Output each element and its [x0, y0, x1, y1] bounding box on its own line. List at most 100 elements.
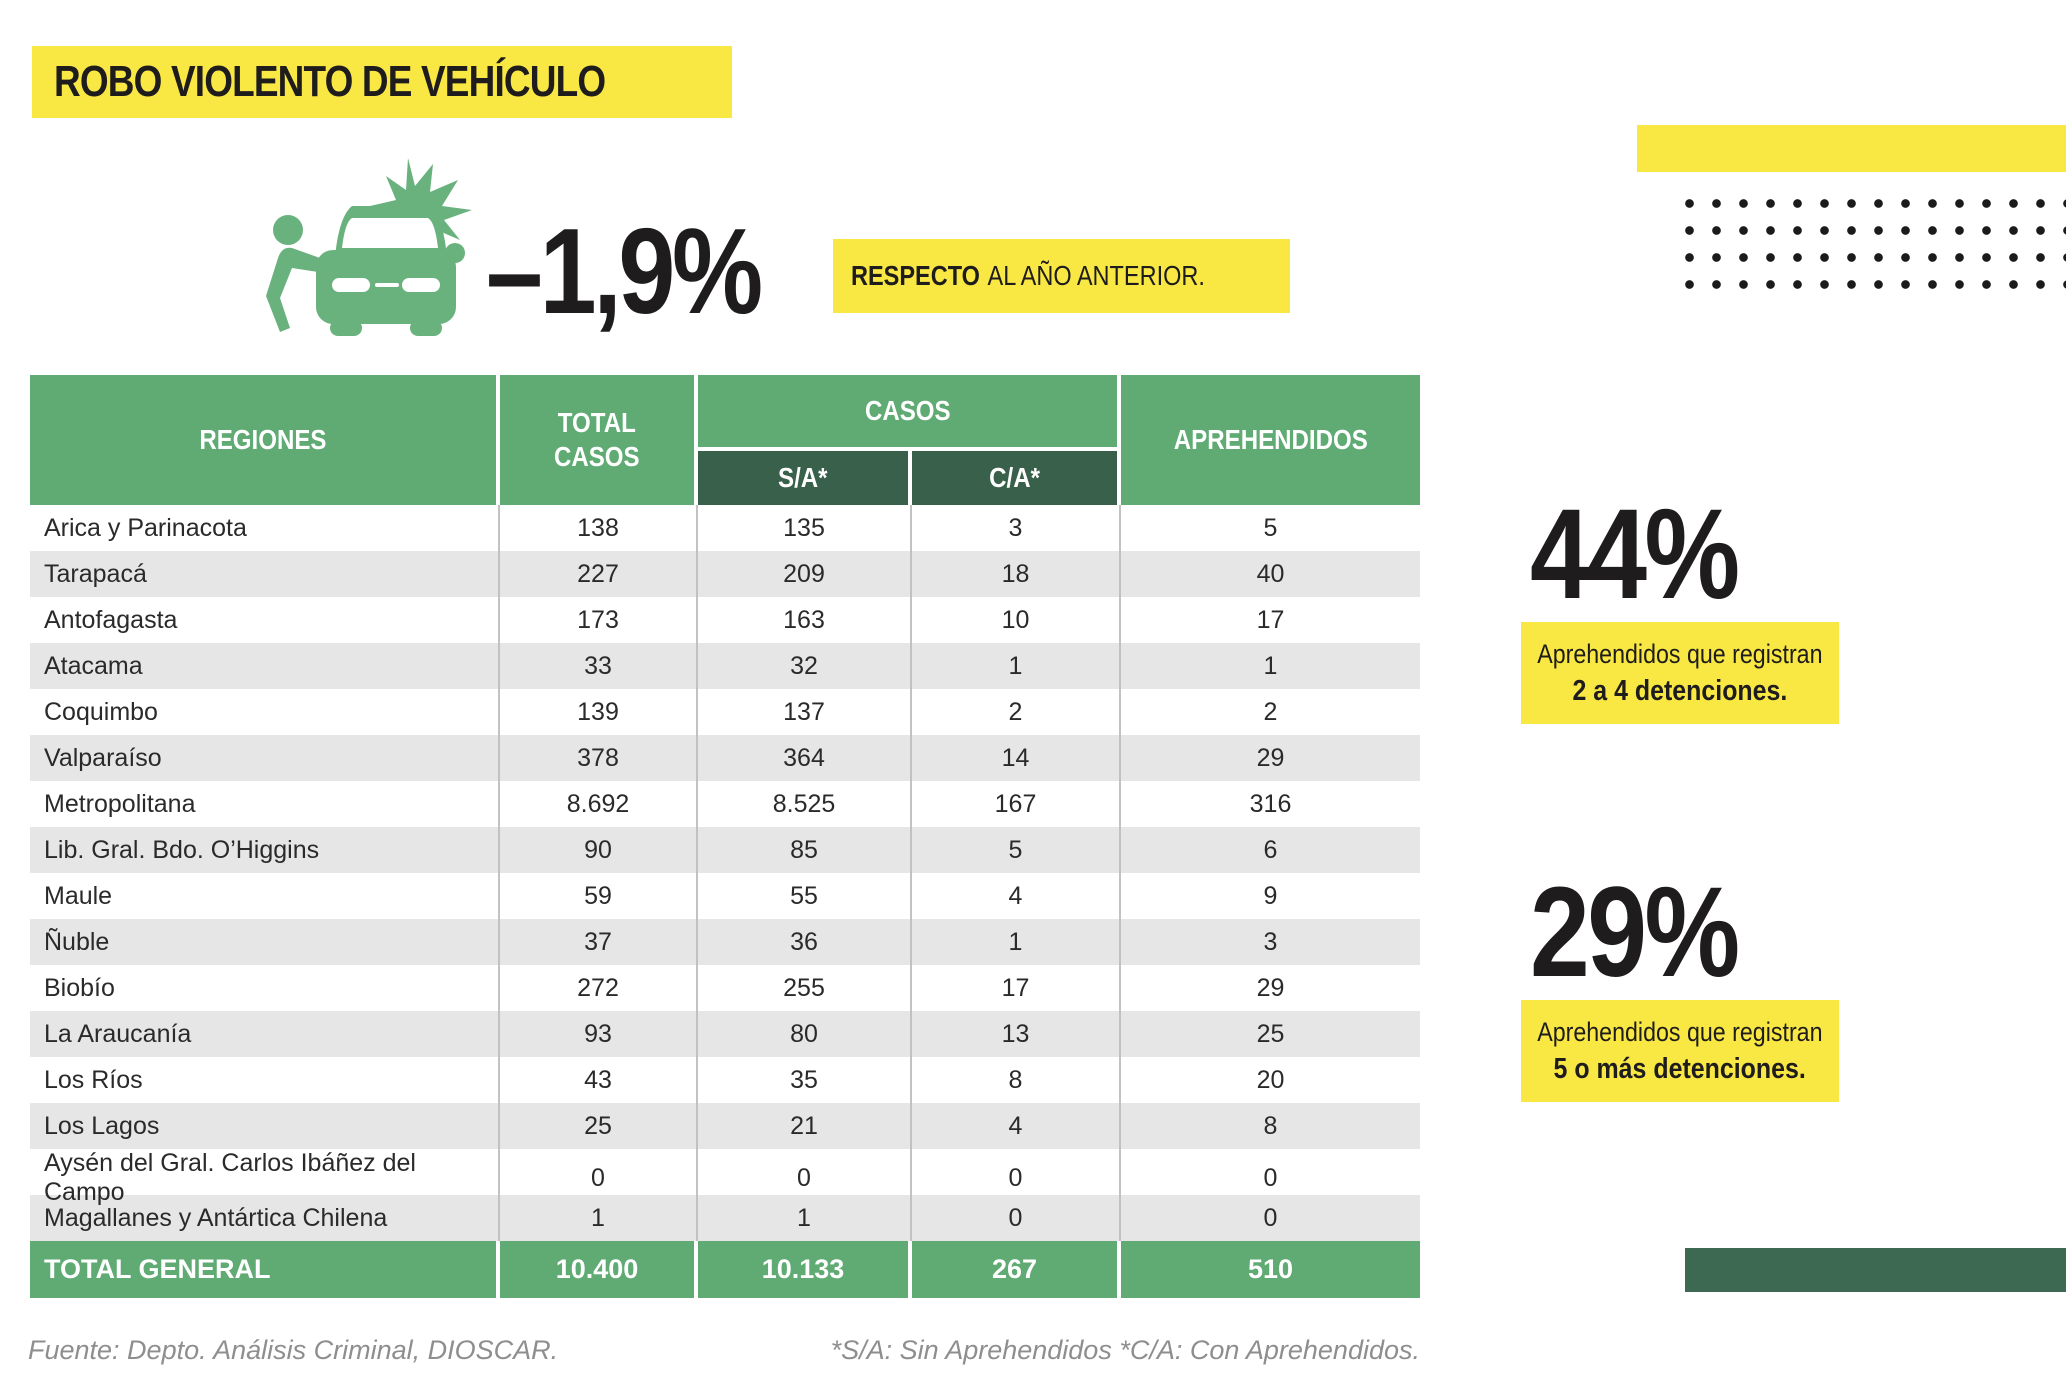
legend-note: *S/A: Sin Aprehendidos *C/A: Con Aprehen… — [830, 1335, 1420, 1365]
value-cell: 0 — [912, 1149, 1121, 1207]
page-title-highlight: ROBO VIOLENTO DE VEHÍCULO — [32, 46, 733, 118]
region-cell: Aysén del Gral. Carlos Ibáñez del Campo — [30, 1149, 500, 1207]
value-cell: 9 — [1263, 881, 1278, 910]
table-row: Maule 59 55 4 9 — [30, 873, 1420, 919]
total-ca-value: 267 — [912, 1241, 1121, 1298]
header-sa: S/A* — [698, 447, 912, 505]
region-cell: Los Ríos — [30, 1057, 500, 1103]
value-cell: 3 — [1263, 927, 1278, 956]
table-row: Magallanes y Antártica Chilena 1 1 0 0 — [30, 1195, 1420, 1241]
accent-bar-top — [1637, 125, 2066, 172]
region-cell: Los Lagos — [30, 1103, 500, 1149]
callout-44-box: Aprehendidos que registran 2 a 4 detenci… — [1521, 622, 1839, 724]
value-cell: 1 — [698, 1195, 912, 1241]
header-ca: C/A* — [912, 447, 1121, 505]
value-cell: 209 — [698, 551, 912, 597]
value-cell: 35 — [698, 1057, 912, 1103]
value-cell: 4 — [912, 873, 1121, 919]
value-cell: 1 — [1263, 651, 1278, 680]
callout-44-line2: 2 a 4 detenciones. — [1572, 675, 1788, 707]
value-cell: 85 — [698, 827, 912, 873]
region-cell: Valparaíso — [30, 735, 500, 781]
value-cell: 5 — [1263, 513, 1278, 542]
value-cell: 20 — [1256, 1065, 1285, 1094]
table-row: Atacama 33 32 1 1 — [30, 643, 1420, 689]
value-cell: 40 — [1256, 559, 1285, 588]
region-cell: Antofagasta — [30, 597, 500, 643]
value-cell: 227 — [500, 551, 698, 597]
callout-44-value: 44% — [1530, 483, 1740, 626]
total-casos-value: 10.400 — [500, 1241, 698, 1298]
region-cell: Ñuble — [30, 919, 500, 965]
value-cell: 255 — [698, 965, 912, 1011]
stat-note-rest: AL AÑO ANTERIOR. — [987, 260, 1205, 291]
value-cell: 33 — [500, 643, 698, 689]
value-cell: 364 — [698, 735, 912, 781]
value-cell: 272 — [500, 965, 698, 1011]
value-cell: 80 — [698, 1011, 912, 1057]
header-aprehendidos: APREHENDIDOS — [1121, 375, 1420, 505]
value-cell: 90 — [500, 827, 698, 873]
value-cell: 167 — [912, 781, 1121, 827]
value-cell: 8 — [912, 1057, 1121, 1103]
value-cell: 18 — [912, 551, 1121, 597]
value-cell: 29 — [1256, 743, 1285, 772]
table-row: La Araucanía 93 80 13 25 — [30, 1011, 1420, 1057]
stat-value: –1,9% — [486, 203, 763, 339]
value-cell: 1 — [500, 1195, 698, 1241]
table-row: Los Ríos 43 35 8 20 — [30, 1057, 1420, 1103]
value-cell: 36 — [698, 919, 912, 965]
table-total-row: TOTAL GENERAL 10.400 10.133 267 510 — [30, 1241, 1420, 1298]
header-total-casos: TOTAL CASOS — [500, 375, 698, 505]
stat-note-highlight: RESPECTO AL AÑO ANTERIOR. — [833, 239, 1291, 313]
page-title: ROBO VIOLENTO DE VEHÍCULO — [54, 57, 606, 106]
value-cell: 55 — [698, 873, 912, 919]
car-theft-icon — [258, 156, 474, 342]
table-row: Aysén del Gral. Carlos Ibáñez del Campo 0… — [30, 1149, 1420, 1207]
value-cell: 17 — [1256, 605, 1285, 634]
value-cell: 135 — [698, 505, 912, 551]
table-row: Valparaíso 378 364 14 29 — [30, 735, 1420, 781]
value-cell: 4 — [912, 1103, 1121, 1149]
value-cell: 0 — [698, 1149, 912, 1207]
table-row: Arica y Parinacota 138 135 3 5 — [30, 505, 1420, 551]
value-cell: 1 — [912, 919, 1121, 965]
value-cell: 93 — [500, 1011, 698, 1057]
value-cell: 0 — [912, 1195, 1121, 1241]
value-cell: 1 — [912, 643, 1121, 689]
value-cell: 173 — [500, 597, 698, 643]
value-cell: 137 — [698, 689, 912, 735]
total-apr-value: 510 — [1247, 1254, 1294, 1284]
value-cell: 13 — [912, 1011, 1121, 1057]
value-cell: 14 — [912, 735, 1121, 781]
stat-note-bold: RESPECTO — [851, 260, 980, 291]
table-row: Coquimbo 139 137 2 2 — [30, 689, 1420, 735]
value-cell: 139 — [500, 689, 698, 735]
table-row: Ñuble 37 36 1 3 — [30, 919, 1420, 965]
value-cell: 0 — [500, 1149, 698, 1207]
callout-44-line1: Aprehendidos que registran — [1537, 639, 1823, 669]
region-cell: Arica y Parinacota — [30, 505, 500, 551]
value-cell: 21 — [698, 1103, 912, 1149]
total-sa-value: 10.133 — [698, 1241, 912, 1298]
value-cell: 2 — [1263, 697, 1278, 726]
value-cell: 138 — [500, 505, 698, 551]
region-cell: Maule — [30, 873, 500, 919]
value-cell: 378 — [500, 735, 698, 781]
region-cell: Lib. Gral. Bdo. O’Higgins — [30, 827, 500, 873]
table-row: Metropolitana 8.692 8.525 167 316 — [30, 781, 1420, 827]
regions-table: REGIONES TOTAL CASOS CASOS S/A* C/A* APR… — [30, 375, 1420, 1298]
region-cell: La Araucanía — [30, 1011, 500, 1057]
table-row: Los Lagos 25 21 4 8 — [30, 1103, 1420, 1149]
value-cell: 316 — [1249, 789, 1292, 818]
value-cell: 25 — [500, 1103, 698, 1149]
region-cell: Coquimbo — [30, 689, 500, 735]
value-cell: 29 — [1256, 973, 1285, 1002]
callout-29-line2: 5 o más detenciones. — [1553, 1053, 1807, 1085]
table-body: Arica y Parinacota 138 135 3 5 Tarapacá 227 209… — [30, 505, 1420, 1241]
source-note: Fuente: Depto. Análisis Criminal, DIOSCA… — [28, 1335, 559, 1365]
value-cell: 32 — [698, 643, 912, 689]
header-casos: CASOS — [698, 375, 1121, 447]
table-header: REGIONES TOTAL CASOS CASOS S/A* C/A* APR… — [30, 375, 1420, 505]
